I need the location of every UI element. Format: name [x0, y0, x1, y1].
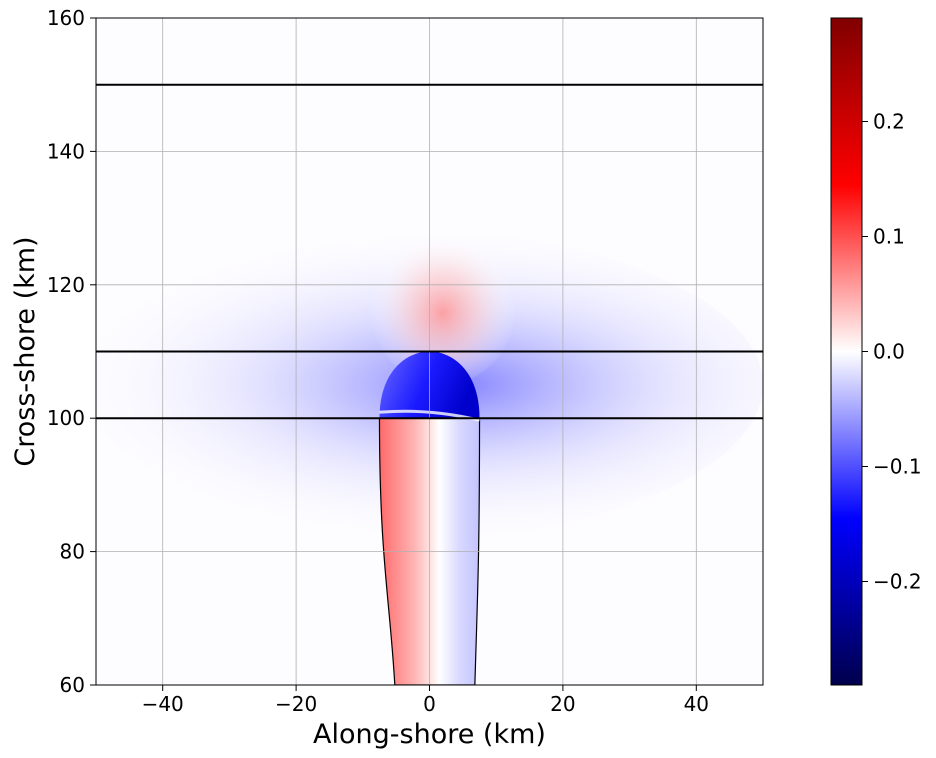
x-tick-label: −20	[275, 692, 317, 716]
lobe-shading	[369, 224, 517, 385]
y-tick-label: 120	[47, 273, 85, 297]
colorbar-ticks: −0.2 −0.1 0.0 0.1 0.2	[862, 110, 922, 594]
y-axis: 60 80 100 120 140 160	[47, 6, 96, 697]
y-tick-label: 100	[47, 406, 85, 430]
x-tick-label: 0	[423, 692, 436, 716]
colorbar-tick-label: 0.0	[873, 340, 905, 364]
y-tick-label: 60	[60, 673, 85, 697]
x-tick-label: 20	[550, 692, 575, 716]
colorbar-gradient	[830, 17, 863, 686]
colorbar-tick-label: −0.2	[873, 570, 922, 594]
x-tick-label: 40	[684, 692, 709, 716]
y-tick-label: 140	[47, 139, 85, 163]
colorbar-tick-label: −0.1	[873, 455, 922, 479]
colorbar-tick-label: 0.1	[873, 225, 905, 249]
x-axis: −40 −20 0 20 40	[142, 685, 709, 716]
x-axis-label: Along-shore (km)	[313, 719, 546, 750]
y-axis-label: Cross-shore (km)	[10, 236, 41, 466]
colorbar: −0.2 −0.1 0.0 0.1 0.2	[830, 17, 922, 686]
plot-area	[95, 17, 764, 686]
horizontal-lines	[96, 83, 763, 420]
colorbar-tick-label: 0.2	[873, 110, 905, 134]
y-tick-label: 80	[60, 540, 85, 564]
x-tick-label: −40	[142, 692, 184, 716]
y-tick-label: 160	[47, 6, 85, 30]
